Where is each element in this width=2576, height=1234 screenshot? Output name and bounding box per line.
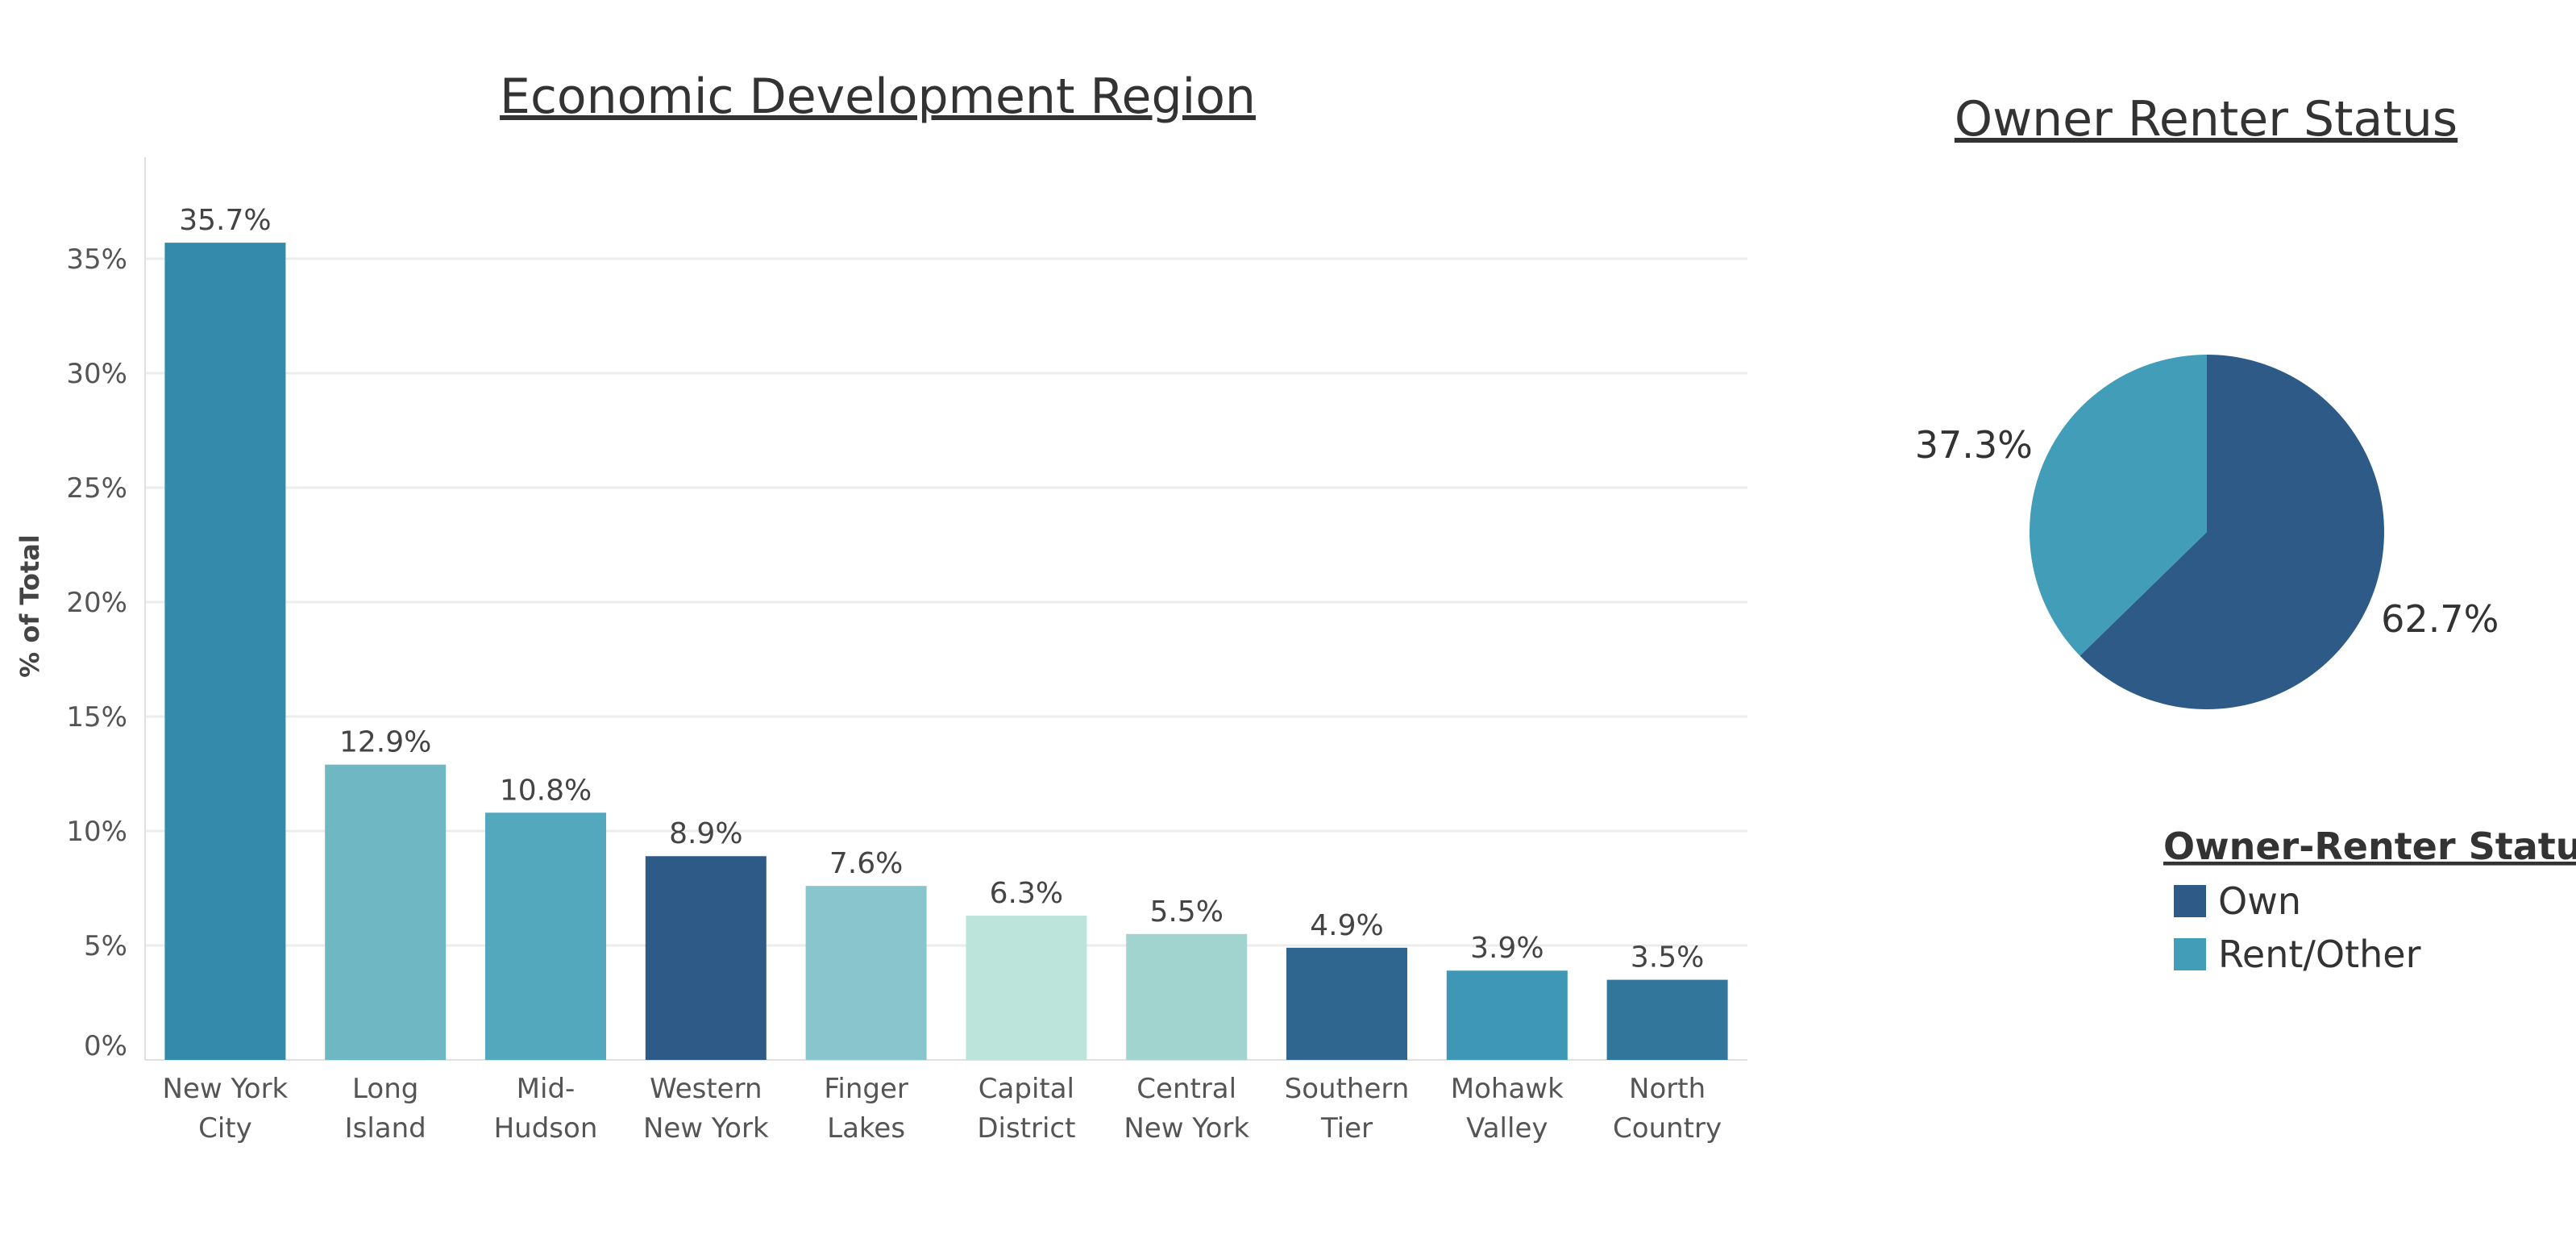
bar xyxy=(1126,933,1248,1060)
x-tick-label: Central xyxy=(1136,1073,1236,1105)
pie-slice xyxy=(2079,355,2384,709)
bar-value-label: 12.9% xyxy=(339,726,431,759)
bar-value-label: 6.3% xyxy=(990,877,1063,910)
x-tick-label: Tier xyxy=(1320,1112,1373,1145)
y-tick-label: 15% xyxy=(66,701,127,733)
x-tick-label: Capital xyxy=(978,1073,1074,1105)
x-tick-label: New York xyxy=(643,1112,769,1145)
y-tick-label: 25% xyxy=(66,472,127,505)
bar xyxy=(966,916,1087,1060)
legend-swatch xyxy=(2174,885,2206,917)
legend-label: Own xyxy=(2218,879,2301,923)
pie-slice-labels: 62.7% 37.3% xyxy=(1915,423,2499,641)
bar xyxy=(485,812,606,1060)
bar xyxy=(1286,947,1407,1060)
x-tick-label: City xyxy=(198,1112,252,1145)
x-tick-label: District xyxy=(977,1112,1075,1145)
bar-value-label: 7.6% xyxy=(829,847,903,880)
legend-title: Owner-Renter Status xyxy=(2163,825,2576,868)
y-tick-label: 0% xyxy=(84,1030,127,1062)
bar xyxy=(805,886,927,1060)
x-tick-label: New York xyxy=(163,1073,289,1105)
pie-slice xyxy=(2029,355,2207,656)
bar-value-label: 35.7% xyxy=(179,204,271,237)
x-tick-label: Finger xyxy=(824,1073,908,1105)
bar-value-label: 3.5% xyxy=(1631,941,1704,974)
bar-value-label: 3.9% xyxy=(1470,932,1544,965)
x-tick-label: North xyxy=(1629,1073,1706,1105)
x-tick-label: Mid- xyxy=(517,1073,575,1105)
pie-slices xyxy=(2029,355,2384,709)
x-tick-label: Lakes xyxy=(827,1112,905,1145)
bar xyxy=(1606,979,1728,1060)
bar-chart-title: Economic Development Region xyxy=(500,69,1256,125)
x-tick-label: Country xyxy=(1613,1112,1722,1145)
legend-items: Own Rent/Other xyxy=(2174,879,2421,976)
x-tick-label: Long xyxy=(352,1073,418,1105)
bar xyxy=(164,243,286,1060)
bars xyxy=(164,243,1728,1060)
bar-value-labels: 35.7% 12.9% 10.8% 8.9% 7.6% 6.3% 5.5% 4.9% 3.9% 3… xyxy=(179,204,1704,974)
x-tick-label: Southern xyxy=(1285,1073,1410,1105)
bar-chart: Economic Development Region % of Total 0… xyxy=(15,69,1747,1145)
pie-legend: Owner-Renter Status Own Rent/Other xyxy=(2163,825,2576,976)
legend-swatch xyxy=(2174,938,2206,970)
bar-value-label: 10.8% xyxy=(500,774,592,807)
x-tick-label: Valley xyxy=(1466,1112,1548,1145)
bar-value-label: 4.9% xyxy=(1310,909,1383,942)
x-tick-labels: New York City Long Island Mid- Hudson Western N… xyxy=(163,1073,1722,1145)
y-axis-title: % of Total xyxy=(15,534,45,678)
bar xyxy=(325,764,447,1060)
pie-chart: Owner Renter Status 62.7% 37.3% xyxy=(1915,91,2499,709)
x-tick-label: Mohawk xyxy=(1451,1073,1564,1105)
x-tick-label: Western xyxy=(650,1073,762,1105)
x-tick-label: Hudson xyxy=(494,1112,598,1145)
bar xyxy=(645,856,767,1060)
bar xyxy=(1446,970,1568,1060)
y-tick-label: 10% xyxy=(66,816,127,848)
y-tick-labels: 0% 5% 10% 15% 20% 25% 30% 35% xyxy=(66,243,127,1062)
legend-label: Rent/Other xyxy=(2218,933,2421,976)
pie-chart-title: Owner Renter Status xyxy=(1955,91,2458,147)
y-tick-label: 30% xyxy=(66,358,127,390)
y-tick-label: 35% xyxy=(66,243,127,276)
bar-value-label: 5.5% xyxy=(1149,895,1223,929)
x-tick-label: New York xyxy=(1124,1112,1249,1145)
pie-slice-label: 37.3% xyxy=(1915,423,2033,467)
pie-slice-label: 62.7% xyxy=(2381,597,2499,641)
y-tick-label: 5% xyxy=(84,930,127,962)
y-tick-label: 20% xyxy=(66,587,127,619)
x-tick-label: Island xyxy=(345,1112,426,1145)
bar-value-label: 8.9% xyxy=(669,817,742,850)
